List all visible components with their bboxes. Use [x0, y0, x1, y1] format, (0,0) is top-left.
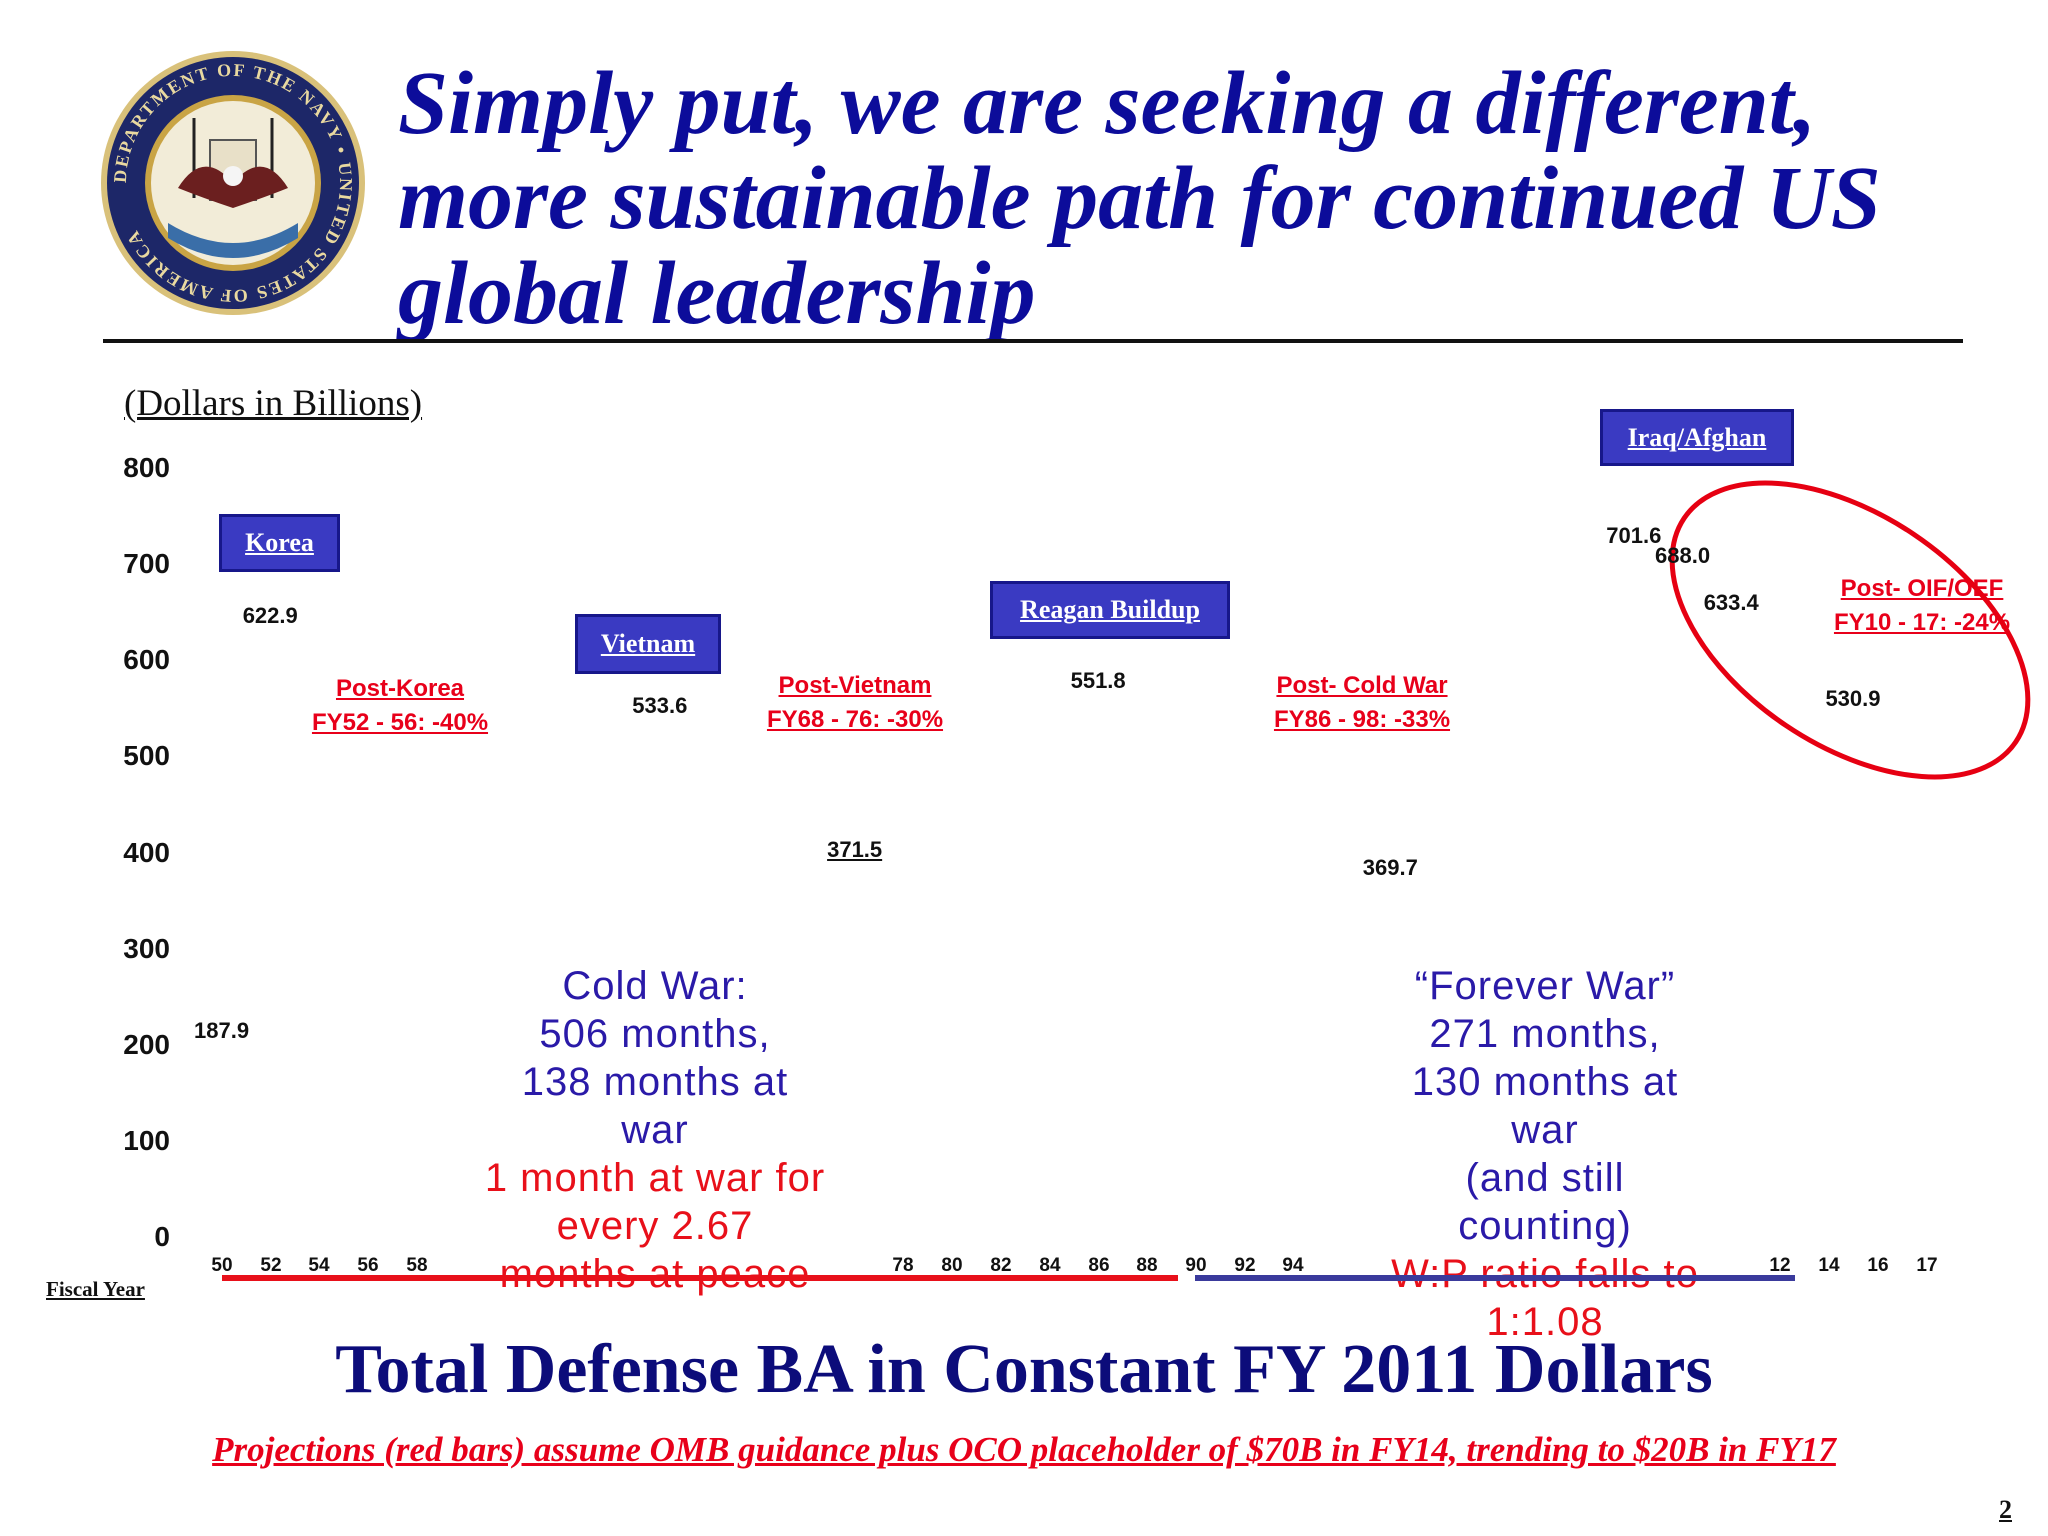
- war-label-iraq-afghan: Iraq/Afghan: [1600, 409, 1794, 466]
- data-value-label: 551.8: [1070, 668, 1126, 693]
- drawdown-range: FY86 - 98: -33%: [1273, 706, 1451, 733]
- y-tick-label: 400: [123, 837, 170, 868]
- drawdown-range: FY68 - 76: -30%: [766, 706, 944, 733]
- annotation-line: 138 months at: [521, 1060, 789, 1104]
- annotation-line: 130 months at: [1411, 1060, 1679, 1104]
- annotation-line: counting): [1458, 1204, 1632, 1248]
- annotation-line: 1:1.08: [1486, 1300, 1604, 1344]
- drawdown-title: Post-Korea: [335, 675, 465, 702]
- x-tick-label: 92: [1234, 1255, 1256, 1276]
- y-tick-label: 500: [123, 740, 170, 771]
- navy-seal-logo: DEPARTMENT OF THE NAVY • UNITED STATES O…: [98, 48, 368, 318]
- x-tick-label: 82: [990, 1255, 1012, 1276]
- data-value-label: 701.6: [1606, 523, 1662, 548]
- x-tick-label: 54: [308, 1255, 330, 1276]
- y-tick-label: 0: [154, 1221, 170, 1252]
- drawdown-post-korea: Post-Korea FY52 - 56: -40%: [300, 672, 500, 740]
- title-divider: [103, 339, 1963, 343]
- drawdown-range: FY52 - 56: -40%: [311, 709, 489, 736]
- x-tick-label: 94: [1282, 1255, 1304, 1276]
- drawdown-title: Post-Vietnam: [778, 672, 932, 699]
- annotation-line: war: [621, 1108, 689, 1152]
- x-tick-label: 16: [1867, 1255, 1889, 1276]
- x-tick-label: 52: [260, 1255, 282, 1276]
- y-tick-label: 100: [123, 1125, 170, 1156]
- x-tick-label: 90: [1185, 1255, 1207, 1276]
- data-value-label: 371.5: [827, 837, 883, 862]
- drawdown-title: Post- Cold War: [1276, 672, 1448, 699]
- footnote: Projections (red bars) assume OMB guidan…: [212, 1430, 1836, 1469]
- data-value-label: 633.4: [1703, 590, 1759, 615]
- data-value-label: 622.9: [242, 603, 298, 628]
- annotation-line: (and still: [1465, 1156, 1625, 1200]
- x-tick-label: 50: [211, 1255, 233, 1276]
- units-label: (Dollars in Billions): [124, 383, 423, 424]
- x-tick-label: 84: [1039, 1255, 1061, 1276]
- y-tick-label: 800: [123, 452, 170, 483]
- drawdown-range: FY10 - 17: -24%: [1833, 609, 2011, 636]
- page-number: 2: [1999, 1495, 2012, 1524]
- x-tick-label: 17: [1916, 1255, 1938, 1276]
- x-tick-label: 58: [406, 1255, 428, 1276]
- x-tick-label: 12: [1769, 1255, 1791, 1276]
- war-label-korea: Korea: [219, 514, 340, 572]
- cold-war-period-line: [222, 1275, 1178, 1281]
- war-label-reagan-buildup: Reagan Buildup: [990, 581, 1230, 639]
- drawdown-post-cold-war: Post- Cold War FY86 - 98: -33%: [1262, 669, 1462, 737]
- x-axis-title: Fiscal Year: [46, 1277, 145, 1301]
- x-tick-label: 80: [941, 1255, 963, 1276]
- y-tick-label: 700: [123, 548, 170, 579]
- annotation-line: 1 month at war for: [484, 1156, 826, 1200]
- data-value-label: 369.7: [1362, 855, 1418, 880]
- chart-title: Total Defense BA in Constant FY 2011 Dol…: [335, 1331, 1713, 1408]
- annotation-line: every 2.67: [556, 1204, 754, 1248]
- data-value-label: 187.9: [194, 1018, 250, 1043]
- forever-war-period-line: [1195, 1275, 1795, 1281]
- data-value-label: 530.9: [1825, 686, 1881, 711]
- data-value-label: 688.0: [1655, 543, 1711, 568]
- x-tick-label: 56: [357, 1255, 379, 1276]
- y-tick-label: 200: [123, 1029, 170, 1060]
- annotation-line: war: [1511, 1108, 1579, 1152]
- x-tick-label: 78: [892, 1255, 914, 1276]
- war-label-vietnam: Vietnam: [575, 614, 721, 674]
- highlight-ellipse: [1669, 480, 2031, 780]
- slide-title: Simply put, we are seeking a different, …: [398, 54, 1881, 343]
- annotation-line: W:P ratio falls to: [1391, 1252, 1699, 1296]
- annotation-line: 271 months,: [1429, 1012, 1661, 1056]
- x-tick-label: 86: [1088, 1255, 1110, 1276]
- drawdown-post-vietnam: Post-Vietnam FY68 - 76: -30%: [755, 669, 955, 737]
- y-tick-label: 300: [123, 933, 170, 964]
- annotation-line: Cold War:: [562, 964, 748, 1008]
- y-tick-label: 600: [123, 644, 170, 675]
- annotation-line: months at peace: [499, 1252, 811, 1296]
- data-value-label: 533.6: [632, 693, 688, 718]
- annotation-line: 506 months,: [539, 1012, 771, 1056]
- cold-war-annotation: Cold War: 506 months, 138 months at war …: [440, 962, 870, 1298]
- forever-war-annotation: “Forever War” 271 months, 130 months at …: [1340, 962, 1750, 1346]
- x-tick-label: 14: [1818, 1255, 1840, 1276]
- x-tick-label: 88: [1136, 1255, 1158, 1276]
- annotation-line: “Forever War”: [1414, 964, 1676, 1008]
